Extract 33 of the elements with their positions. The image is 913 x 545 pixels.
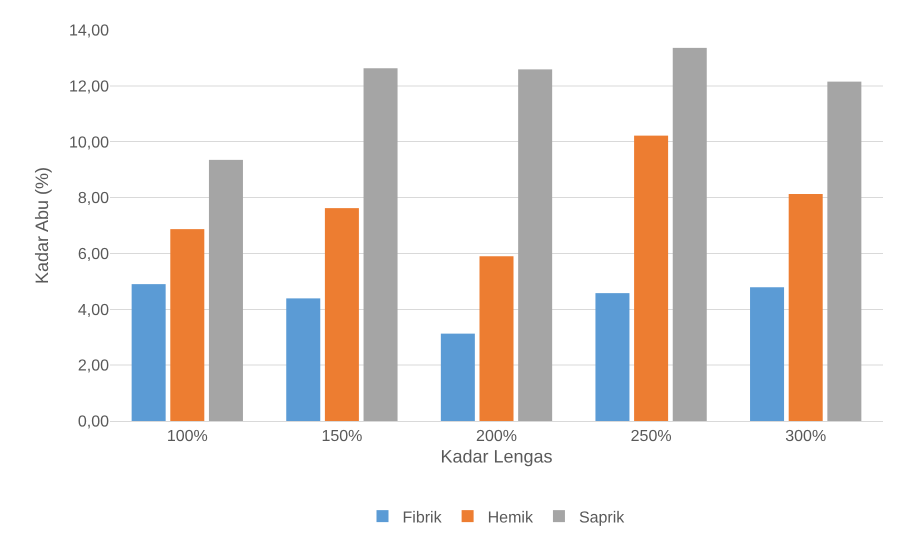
y-axis-title: Kadar Abu (%) (32, 166, 52, 284)
y-tick-label: 12,00 (68, 78, 110, 96)
x-axis-title: Kadar Lengas (440, 446, 553, 466)
y-tick-label: 6,00 (78, 246, 110, 264)
bar (788, 194, 823, 421)
bar (518, 69, 552, 421)
y-tick-label: 0,00 (78, 414, 110, 431)
bar (672, 48, 707, 421)
bar (827, 82, 862, 421)
y-tick-label: 14,00 (68, 22, 110, 40)
x-tick-label: 100% (166, 428, 208, 446)
bar (595, 293, 630, 421)
legend-label: Hemik (488, 509, 534, 526)
bar (286, 298, 320, 421)
bar (634, 136, 668, 421)
legend-label: Saprik (578, 509, 626, 526)
bar (364, 68, 398, 421)
legend-label: Fibrik (402, 509, 443, 526)
bar (479, 256, 514, 421)
x-tick-label: 150% (321, 428, 362, 446)
x-tick-label: 250% (630, 428, 672, 446)
x-tick-label: 300% (785, 428, 826, 446)
bar (208, 160, 243, 421)
bar (324, 208, 359, 421)
bar (750, 287, 784, 421)
x-tick-label: 200% (476, 428, 517, 446)
bar (132, 284, 166, 421)
bar (170, 229, 204, 421)
y-tick-label: 2,00 (78, 358, 110, 375)
bar (440, 334, 475, 421)
y-tick-label: 4,00 (78, 302, 110, 319)
y-tick-label: 8,00 (78, 190, 110, 208)
y-tick-label: 10,00 (68, 134, 110, 152)
